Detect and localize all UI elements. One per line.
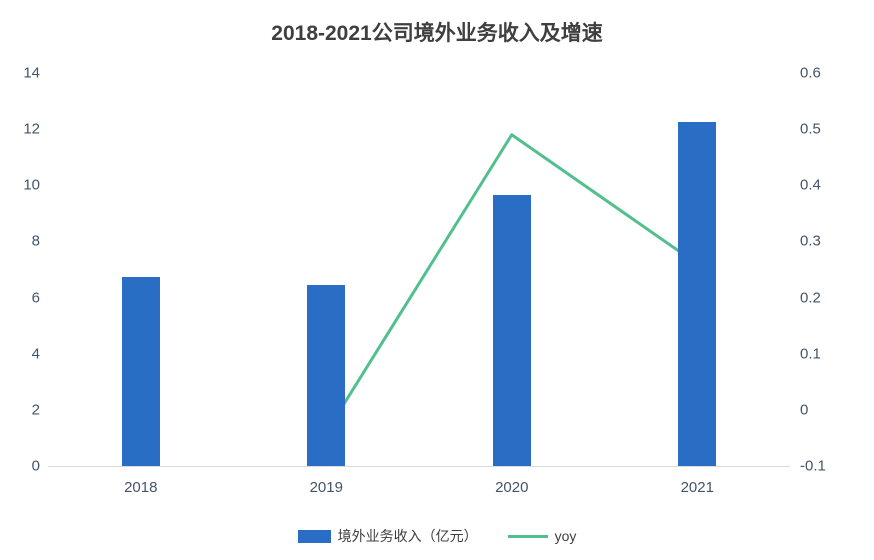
left-axis-tick: 10 xyxy=(23,176,40,194)
right-axis-tick: -0.1 xyxy=(800,457,826,475)
right-axis-tick: 0.1 xyxy=(800,345,821,363)
x-axis-label-2021: 2021 xyxy=(680,479,714,496)
right-y-axis: -0.1 0 0.1 0.2 0.3 0.4 0.5 0.6 xyxy=(800,65,860,475)
bar-swatch-icon xyxy=(297,529,331,543)
bar-2018 xyxy=(121,276,160,466)
left-axis-tick: 2 xyxy=(31,401,40,419)
right-axis-tick: 0.3 xyxy=(800,232,821,250)
left-axis-tick: 12 xyxy=(23,120,40,138)
x-axis-label-2020: 2020 xyxy=(495,479,529,496)
bar-2020 xyxy=(492,195,531,466)
legend-item-revenue: 境外业务收入（亿元） xyxy=(297,526,478,546)
x-axis: 2018 2019 2020 2021 xyxy=(48,479,790,501)
left-axis-tick: 4 xyxy=(31,345,40,363)
x-axis-label-2019: 2019 xyxy=(309,479,343,496)
left-y-axis: 0 2 4 6 8 10 12 14 xyxy=(4,65,40,475)
right-axis-tick: 0 xyxy=(800,401,809,419)
yoy-line xyxy=(324,133,699,434)
bar-2021 xyxy=(678,122,717,466)
left-axis-tick: 0 xyxy=(31,457,40,475)
legend-item-yoy: yoy xyxy=(507,528,577,544)
right-axis-tick: 0.5 xyxy=(800,120,821,138)
x-axis-label-2018: 2018 xyxy=(124,479,158,496)
left-axis-tick: 14 xyxy=(23,64,40,82)
bar-2019 xyxy=(307,284,346,466)
right-axis-tick: 0.4 xyxy=(800,176,821,194)
left-axis-tick: 6 xyxy=(31,289,40,307)
legend: 境外业务收入（亿元） yoy xyxy=(0,526,874,546)
plot-area xyxy=(48,73,790,467)
line-swatch-icon xyxy=(507,534,548,538)
right-axis-tick: 0.6 xyxy=(800,64,821,82)
left-axis-tick: 8 xyxy=(31,232,40,250)
chart-title: 2018-2021公司境外业务收入及增速 xyxy=(271,22,603,45)
legend-label-revenue: 境外业务收入（亿元） xyxy=(337,528,478,544)
yoy-line-svg xyxy=(324,133,699,434)
legend-label-yoy: yoy xyxy=(554,528,577,544)
right-axis-tick: 0.2 xyxy=(800,289,821,307)
